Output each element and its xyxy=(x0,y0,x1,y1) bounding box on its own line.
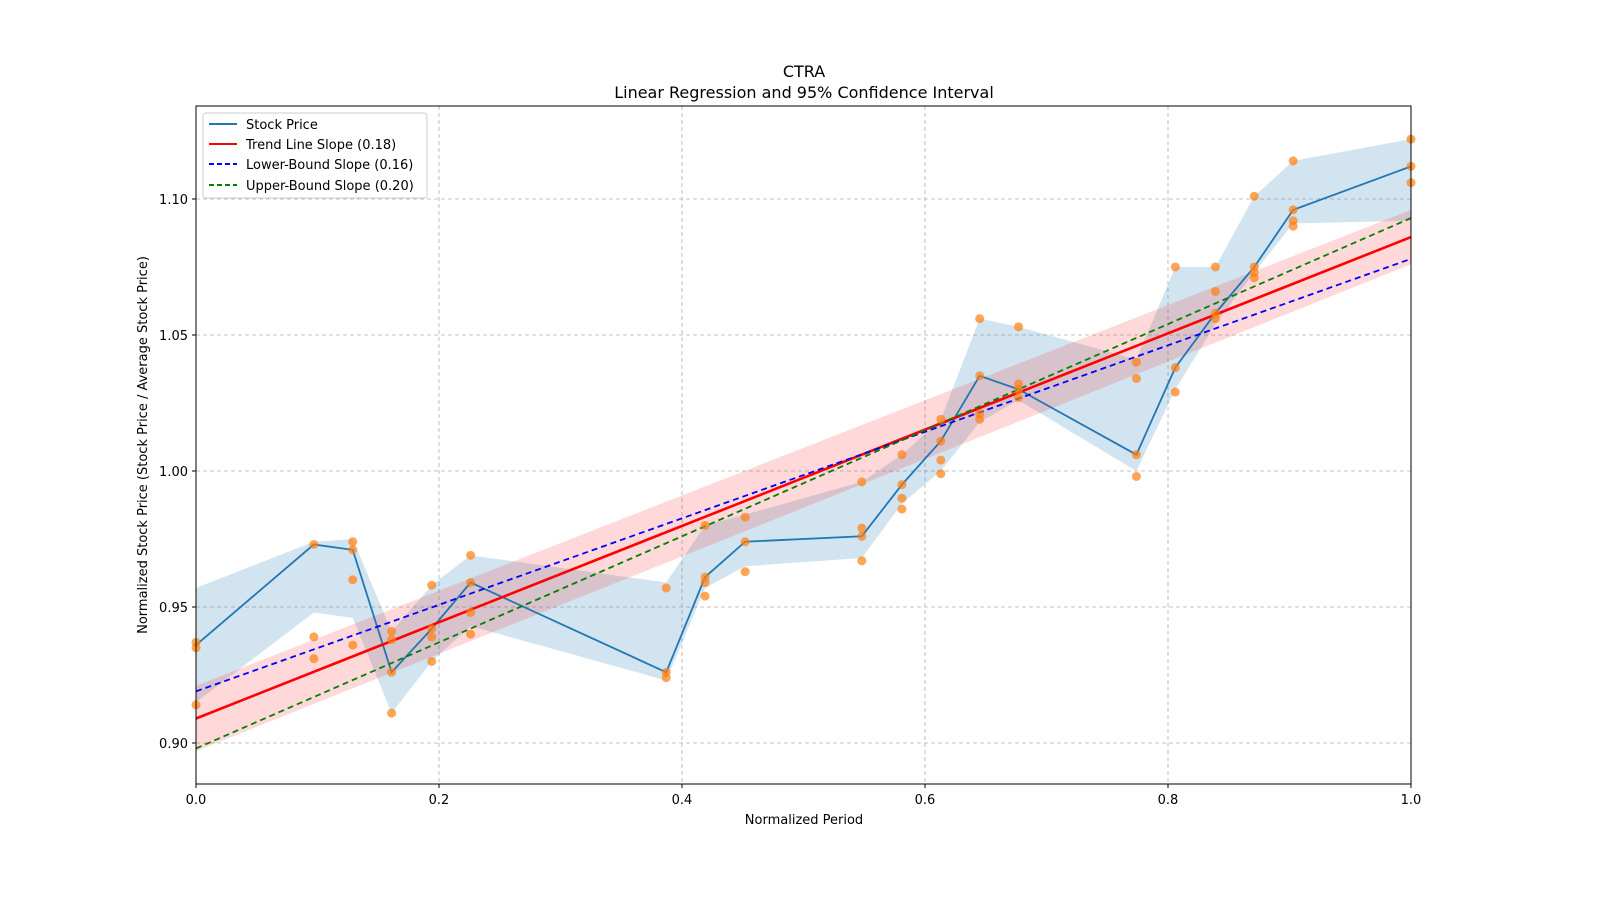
scatter-point xyxy=(975,314,985,324)
series-lines xyxy=(195,165,1412,750)
scatter-point xyxy=(466,629,476,639)
y-tick-label: 1.00 xyxy=(159,465,188,480)
scatter-point xyxy=(897,480,907,490)
scatter-point xyxy=(427,632,437,642)
x-tick-label: 0.4 xyxy=(672,793,693,808)
scatter-point xyxy=(309,632,319,642)
scatter-point xyxy=(897,493,907,503)
scatter-point xyxy=(427,656,437,666)
scatter-point xyxy=(466,607,476,617)
trend-line xyxy=(195,235,1412,720)
scatter-point xyxy=(1249,273,1259,283)
scatter-point xyxy=(700,578,710,588)
trend-confidence-band xyxy=(196,209,1411,752)
scatter-point xyxy=(857,531,867,541)
y-axis-label: Normalized Stock Price (Stock Price / Av… xyxy=(136,256,151,634)
scatter-point xyxy=(897,450,907,460)
scatter-point xyxy=(1014,384,1024,394)
scatter-point xyxy=(661,583,671,593)
scatter-point xyxy=(975,414,985,424)
scatter-point xyxy=(1210,262,1220,272)
scatter-point xyxy=(740,537,750,547)
scatter-point xyxy=(427,624,437,634)
scatter-point xyxy=(1288,221,1298,231)
scatter-point xyxy=(1210,286,1220,296)
grid-lines xyxy=(196,106,1411,784)
scatter-point xyxy=(700,591,710,601)
y-tick-label: 0.90 xyxy=(159,737,188,752)
plot-frame xyxy=(195,105,1412,785)
scatter-points xyxy=(191,134,1416,718)
scatter-point xyxy=(1014,322,1024,332)
scatter-point xyxy=(348,640,358,650)
y-tick-label: 1.10 xyxy=(159,193,188,208)
x-tick-label: 0.2 xyxy=(429,793,450,808)
scatter-point xyxy=(309,654,319,664)
x-axis-label: Normalized Period xyxy=(745,813,863,828)
chart-title: CTRA xyxy=(783,62,825,81)
scatter-point xyxy=(1288,156,1298,166)
scatter-point xyxy=(309,539,319,549)
scatter-point xyxy=(936,455,946,465)
legend: Stock Price Trend Line Slope (0.18) Lowe… xyxy=(202,112,428,199)
scatter-point xyxy=(387,667,397,677)
chart-subtitle: Linear Regression and 95% Confidence Int… xyxy=(614,83,994,102)
scatter-point xyxy=(1170,363,1180,373)
scatter-point xyxy=(857,556,867,566)
scatter-point xyxy=(936,436,946,446)
stock-price-band xyxy=(196,139,1411,714)
x-tick-label: 0.8 xyxy=(1158,793,1179,808)
scatter-point xyxy=(1131,471,1141,481)
x-tick-label: 0.0 xyxy=(186,793,207,808)
scatter-point xyxy=(348,575,358,585)
x-tick-label: 0.6 xyxy=(915,793,936,808)
scatter-point xyxy=(1131,450,1141,460)
scatter-point xyxy=(466,550,476,560)
legend-label-lower-bound: Lower-Bound Slope (0.16) xyxy=(246,158,413,173)
scatter-point xyxy=(1210,314,1220,324)
scatter-point xyxy=(1249,191,1259,201)
x-axis-ticks: 0.0 0.2 0.4 0.6 0.8 1.0 xyxy=(186,784,1422,808)
lower-bound-line xyxy=(195,257,1412,693)
scatter-point xyxy=(857,523,867,533)
stock-price-line xyxy=(195,165,1412,675)
scatter-point xyxy=(700,520,710,530)
scatter-point xyxy=(1131,357,1141,367)
scatter-point xyxy=(1170,262,1180,272)
confidence-bands xyxy=(196,139,1411,752)
scatter-point xyxy=(936,469,946,479)
scatter-point xyxy=(1014,393,1024,403)
scatter-point xyxy=(975,371,985,381)
scatter-point xyxy=(387,708,397,718)
scatter-point xyxy=(387,626,397,636)
legend-label-trend-line: Trend Line Slope (0.18) xyxy=(245,138,396,153)
legend-label-upper-bound: Upper-Bound Slope (0.20) xyxy=(246,179,414,194)
scatter-point xyxy=(857,477,867,487)
scatter-point xyxy=(936,414,946,424)
scatter-point xyxy=(740,567,750,577)
y-axis-ticks: 0.90 0.95 1.00 1.05 1.10 xyxy=(159,193,196,752)
scatter-point xyxy=(1131,374,1141,384)
scatter-point xyxy=(897,504,907,514)
x-tick-label: 1.0 xyxy=(1401,793,1422,808)
scatter-point xyxy=(348,537,358,547)
legend-label-stock-price: Stock Price xyxy=(246,118,318,133)
scatter-point xyxy=(740,512,750,522)
upper-bound-line xyxy=(195,217,1412,750)
scatter-point xyxy=(427,580,437,590)
legend-box xyxy=(202,112,428,199)
scatter-point xyxy=(466,578,476,588)
y-tick-label: 1.05 xyxy=(159,329,188,344)
scatter-point xyxy=(661,673,671,683)
y-tick-label: 0.95 xyxy=(159,601,188,616)
scatter-point xyxy=(387,635,397,645)
scatter-point xyxy=(348,545,358,555)
scatter-point xyxy=(1288,205,1298,215)
scatter-point xyxy=(1170,387,1180,397)
